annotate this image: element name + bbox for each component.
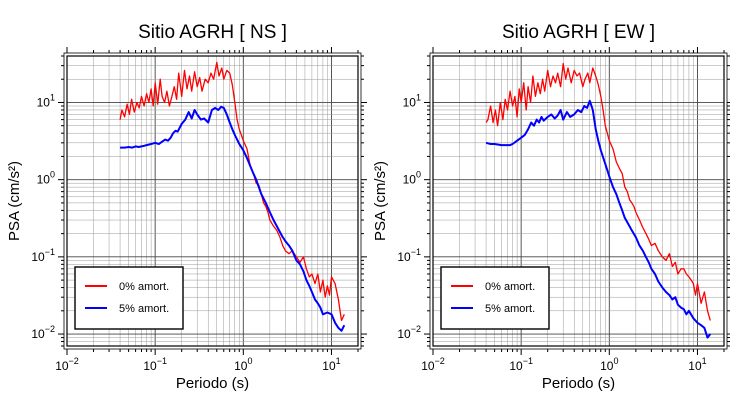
x-tick-label: 101 (322, 356, 340, 373)
y-tick-label: 10−2 (397, 324, 421, 341)
x-tick-label: 10−1 (143, 356, 167, 373)
chart-title: Sitio AGRH [ EW ] (502, 22, 655, 43)
x-tick-label: 10−2 (55, 356, 79, 373)
x-tick-label: 10−2 (421, 356, 445, 373)
chart-panel-1: 10−2 10−1 100 101 10−2 10−1 100 101 Sitio AGRH [… (372, 22, 730, 392)
x-axis-label: Periodo (s) (176, 375, 249, 392)
y-tick-label: 100 (403, 170, 421, 187)
y-tick-label: 10−1 (31, 247, 55, 264)
x-tick-label: 101 (688, 356, 706, 373)
x-tick-label: 100 (234, 356, 252, 373)
tick-marks (424, 47, 730, 355)
plot-frame (432, 55, 725, 347)
x-tick-label: 100 (600, 356, 618, 373)
chart-title: Sitio AGRH [ NS ] (138, 22, 287, 43)
x-axis-label: Periodo (s) (542, 375, 615, 392)
plot-frame (66, 55, 359, 347)
y-axis-label: PSA (cm/s²) (6, 161, 23, 241)
series-line-1 (120, 105, 346, 332)
series-line-0 (119, 61, 345, 322)
plot-frame-outer (63, 52, 362, 350)
series-line-0 (485, 62, 711, 321)
legend-box (440, 266, 550, 330)
legend-label-0: 0% amort. (119, 281, 169, 293)
y-tick-label: 101 (403, 92, 421, 109)
grid (66, 55, 359, 347)
legend-label-0: 0% amort. (485, 281, 535, 293)
legend-label-1: 5% amort. (485, 303, 535, 315)
chart-panel-0: 10−2 10−1 100 101 10−2 10−1 100 101 Sitio AGRH [… (6, 22, 367, 392)
plot-frame-outer (429, 52, 728, 350)
series-line-1 (485, 99, 712, 339)
tick-marks (58, 47, 367, 355)
y-tick-label: 10−2 (31, 324, 55, 341)
legend: 0% amort. 5% amort. (74, 266, 184, 330)
y-tick-label: 101 (37, 92, 55, 109)
x-tick-label: 10−1 (509, 356, 533, 373)
y-tick-label: 10−1 (397, 247, 421, 264)
legend: 0% amort. 5% amort. (440, 266, 550, 330)
y-tick-label: 100 (37, 170, 55, 187)
legend-label-1: 5% amort. (119, 303, 169, 315)
y-axis-label: PSA (cm/s²) (372, 161, 389, 241)
legend-box (74, 266, 184, 330)
